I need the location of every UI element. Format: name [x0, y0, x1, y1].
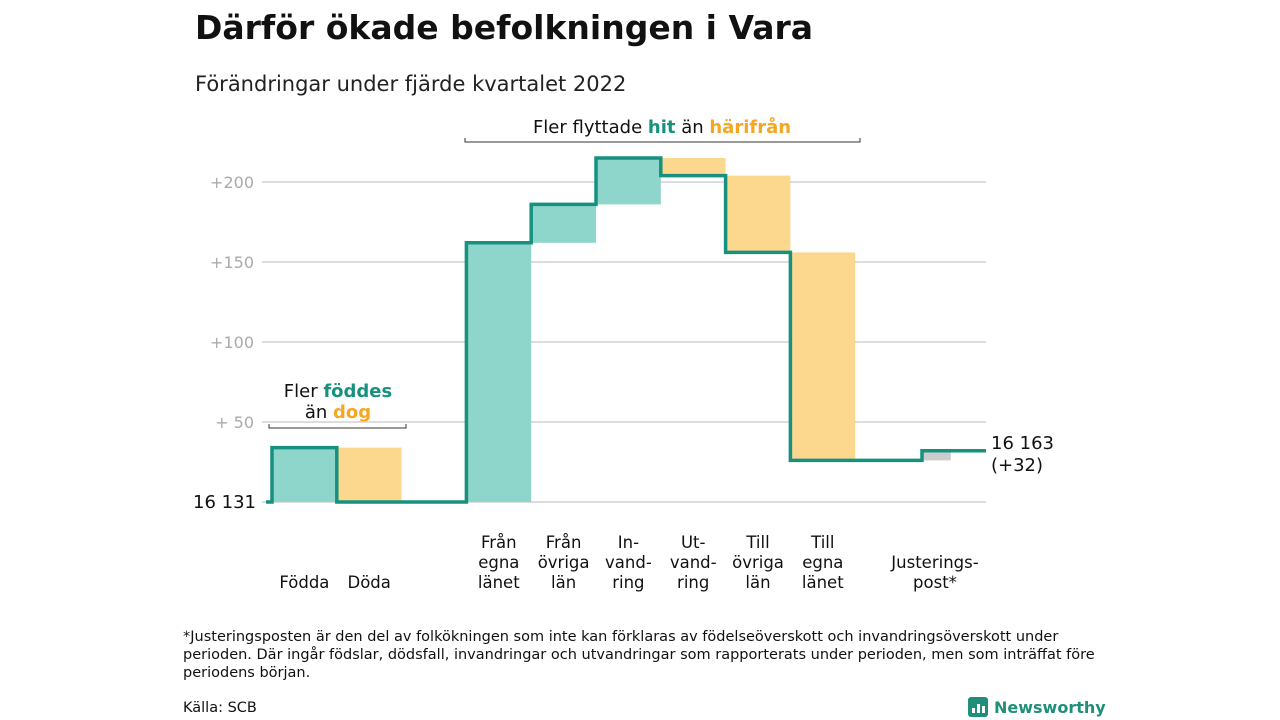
category-label-line: In-	[618, 533, 639, 552]
category-label-line: Från	[546, 533, 582, 552]
annotation-span: föddes	[323, 381, 392, 402]
category-label-line: Födda	[279, 573, 329, 592]
category-label-line: Ut-	[681, 533, 706, 552]
footnote: *Justeringsposten är den del av folkökni…	[183, 629, 1095, 681]
category-label-line: ring	[612, 573, 644, 592]
category-label-line: Till	[810, 533, 834, 552]
y-tick-label: +100	[210, 333, 254, 352]
y-tick-label: + 50	[215, 413, 254, 432]
category-label-line: länet	[478, 573, 520, 592]
category-label-line: Justerings-	[890, 553, 978, 572]
category-label-line: Från	[481, 533, 517, 552]
category-label-line: ring	[677, 573, 709, 592]
migration-bracket	[464, 138, 861, 143]
waterfall-bar	[336, 447, 402, 502]
chart-title: Därför ökade befolkningen i Vara	[195, 8, 814, 47]
category-label-line: Till	[745, 533, 769, 552]
chart-subtitle: Förändringar under fjärde kvartalet 2022	[195, 72, 627, 96]
logo-text: Newsworthy	[994, 697, 1106, 717]
waterfall-bar	[922, 450, 951, 461]
category-label: Justerings-post*	[890, 553, 978, 592]
waterfall-bar	[596, 158, 661, 205]
logo-icon	[968, 697, 988, 717]
source-label: Källa: SCB	[183, 700, 257, 716]
annotation-span: dog	[333, 402, 371, 423]
births-bracket	[268, 424, 407, 429]
births-annotation-line1: Fler föddes	[284, 381, 392, 402]
annotation-span: än	[675, 117, 709, 138]
births-annotation-line2: än dog	[305, 402, 371, 423]
end-change-label: (+32)	[991, 455, 1043, 476]
category-label-line: övriga	[538, 553, 590, 572]
cumulative-step-line	[266, 156, 986, 504]
category-label-line: länet	[802, 573, 844, 592]
category-label-line: egna	[478, 553, 519, 572]
category-label: Födda	[279, 573, 329, 592]
newsworthy-logo: Newsworthy	[968, 697, 1106, 717]
waterfall-bar	[790, 252, 856, 461]
category-label: Ut-vand-ring	[670, 533, 717, 592]
annotation-span: än	[305, 402, 333, 423]
category-label-line: vand-	[605, 553, 652, 572]
category-label: In-vand-ring	[605, 533, 652, 592]
category-label-line: övriga	[732, 553, 784, 572]
waterfall-bar	[660, 158, 726, 176]
waterfall-bar	[531, 204, 596, 243]
annotation-span: härifrån	[709, 116, 791, 138]
y-tick-label: +150	[210, 253, 254, 272]
waterfall-bar	[272, 447, 337, 502]
waterfall-bar	[466, 242, 532, 503]
baseline-value-label: 16 131	[193, 492, 256, 513]
end-value-label: 16 163	[991, 433, 1054, 454]
category-label-line: post*	[913, 573, 957, 592]
category-label: Döda	[348, 573, 391, 592]
category-label-line: egna	[802, 553, 843, 572]
annotation-span: hit	[648, 117, 676, 138]
y-tick-label: +200	[210, 173, 254, 192]
category-label-line: Döda	[348, 573, 391, 592]
category-label-line: län	[745, 573, 770, 592]
annotation-span: Fler	[284, 381, 324, 402]
annotation-span: Fler flyttade	[533, 117, 648, 138]
migration-annotation: Fler flyttade hit än härifrån	[533, 116, 791, 138]
waterfall-bar	[725, 175, 791, 253]
category-label-line: län	[551, 573, 576, 592]
category-label-line: vand-	[670, 553, 717, 572]
